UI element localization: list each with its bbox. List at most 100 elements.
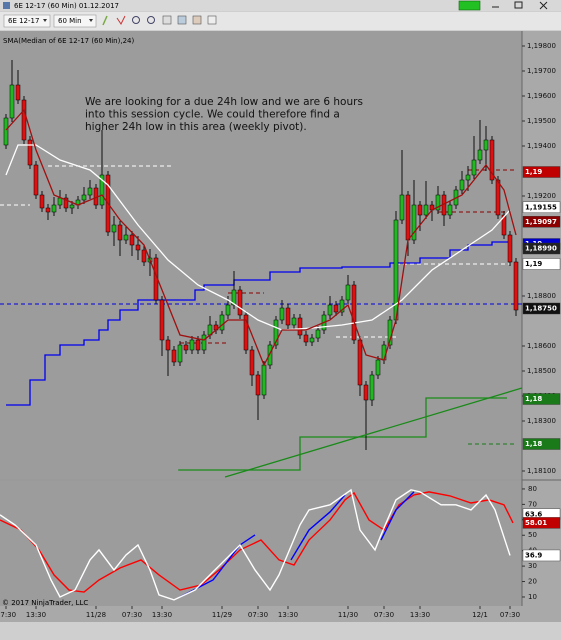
- candle-body: [117, 224, 123, 241]
- candle-body: [309, 337, 315, 343]
- y-tick-label: 1,19800: [527, 42, 556, 50]
- zoom-out-icon[interactable]: [147, 16, 155, 24]
- x-tick-label: 07:30: [122, 611, 142, 619]
- close-button[interactable]: [539, 1, 548, 10]
- tool-icon[interactable]: [177, 15, 187, 25]
- x-tick-label: 11/29: [212, 611, 232, 619]
- oscillator-line: [0, 491, 514, 593]
- candle-body: [225, 304, 231, 316]
- candle-body: [369, 374, 375, 401]
- y-tick-label: 1,18500: [527, 367, 556, 375]
- candle-body: [327, 304, 333, 316]
- y-tick-label: 1,18600: [527, 342, 556, 350]
- x-tick-label: 13:30: [152, 611, 172, 619]
- candle-body: [171, 349, 177, 363]
- candle-body: [39, 194, 45, 209]
- candle-body: [231, 289, 237, 306]
- interval-selector[interactable]: [53, 14, 97, 28]
- overlay-line: [224, 387, 522, 478]
- price-badge: [522, 393, 561, 405]
- time-axis-strip: [0, 606, 561, 622]
- candle-body: [273, 319, 279, 346]
- price-badge-label: 36.9: [525, 551, 542, 559]
- candle-body: [69, 204, 75, 209]
- x-tick-label: 13:30: [26, 611, 46, 619]
- candle-body: [435, 194, 441, 211]
- candle-body: [357, 339, 363, 386]
- osc-y-tick-label: 10: [528, 593, 537, 601]
- x-tick-label: 07:30: [500, 611, 520, 619]
- candle-body: [417, 204, 423, 216]
- x-tick-label: 07:30: [0, 611, 16, 619]
- oscillator-panel: [0, 481, 522, 606]
- tool-icon[interactable]: [162, 15, 172, 25]
- price-badge: [522, 438, 561, 450]
- instrument-label: 6E 12-17: [8, 17, 39, 25]
- candle-body: [423, 204, 429, 216]
- app-icon: [3, 2, 10, 9]
- overlay-line: [5, 108, 517, 367]
- candle-body: [483, 139, 489, 151]
- annotation: into this session cycle. We could theref…: [85, 109, 340, 121]
- candle-body: [135, 244, 141, 251]
- candle-body: [405, 194, 411, 241]
- candle-body: [315, 329, 321, 339]
- maximize-button[interactable]: [514, 1, 523, 9]
- candle-body: [237, 289, 243, 316]
- candle-body: [375, 359, 381, 376]
- price-badge-label: 1,19: [525, 260, 542, 268]
- osc-y-tick-label: 20: [528, 578, 537, 586]
- y-tick-label: 1,18300: [527, 417, 556, 425]
- candle-body: [57, 197, 63, 206]
- candle-body: [507, 234, 513, 263]
- price-badge: [522, 216, 561, 228]
- candle-body: [495, 179, 501, 216]
- tool-icon[interactable]: [192, 15, 202, 25]
- candle-body: [201, 334, 207, 351]
- candle-body: [87, 187, 93, 196]
- interval-label: 60 Min: [58, 17, 82, 25]
- x-tick-label: 11/28: [86, 611, 106, 619]
- candle-body: [501, 214, 507, 236]
- candle-body: [261, 364, 267, 396]
- osc-y-tick-label: 50: [528, 531, 537, 539]
- instrument-selector[interactable]: [3, 14, 51, 28]
- candle-body: [291, 317, 297, 326]
- candle-body: [447, 204, 453, 216]
- candle-body: [279, 307, 285, 321]
- x-tick-label: 12/1: [472, 611, 488, 619]
- candle-body: [9, 84, 15, 119]
- price-badge-label: 58.01: [525, 519, 547, 527]
- candle-body: [411, 204, 417, 241]
- candle-body: [159, 299, 165, 341]
- window-title: 6E 12-17 (60 Min) 01.12.2017: [14, 2, 119, 10]
- zoom-in-icon[interactable]: [132, 16, 140, 24]
- candle-body: [249, 349, 255, 376]
- candle-body: [63, 197, 69, 209]
- y-tick-label: 1,19500: [527, 117, 556, 125]
- connection-status[interactable]: [458, 0, 481, 11]
- candle-body: [219, 314, 225, 331]
- candle-body: [15, 84, 21, 101]
- tool-icon[interactable]: [207, 15, 217, 25]
- candle-body: [33, 164, 39, 196]
- price-badge: [522, 302, 561, 315]
- tool-icon[interactable]: [102, 15, 108, 26]
- price-badge-label: 1,18990: [525, 245, 557, 253]
- price-badge: [522, 517, 561, 529]
- candle-body: [513, 261, 519, 311]
- candle-body: [141, 249, 147, 263]
- candle-body: [177, 344, 183, 363]
- candle-body: [363, 384, 369, 401]
- price-badge: [522, 258, 561, 270]
- candle-body: [189, 339, 195, 351]
- candle-body: [81, 194, 87, 201]
- candle-body: [129, 234, 135, 246]
- indicator-label: SMA(Median of 6E 12-17 (60 Min),24): [3, 37, 134, 45]
- candle-body: [255, 374, 261, 396]
- candle-body: [111, 224, 117, 233]
- tool-icon[interactable]: [116, 15, 126, 25]
- candle-body: [351, 284, 357, 341]
- overlay-line: [178, 397, 507, 471]
- osc-y-tick-label: 80: [528, 485, 537, 493]
